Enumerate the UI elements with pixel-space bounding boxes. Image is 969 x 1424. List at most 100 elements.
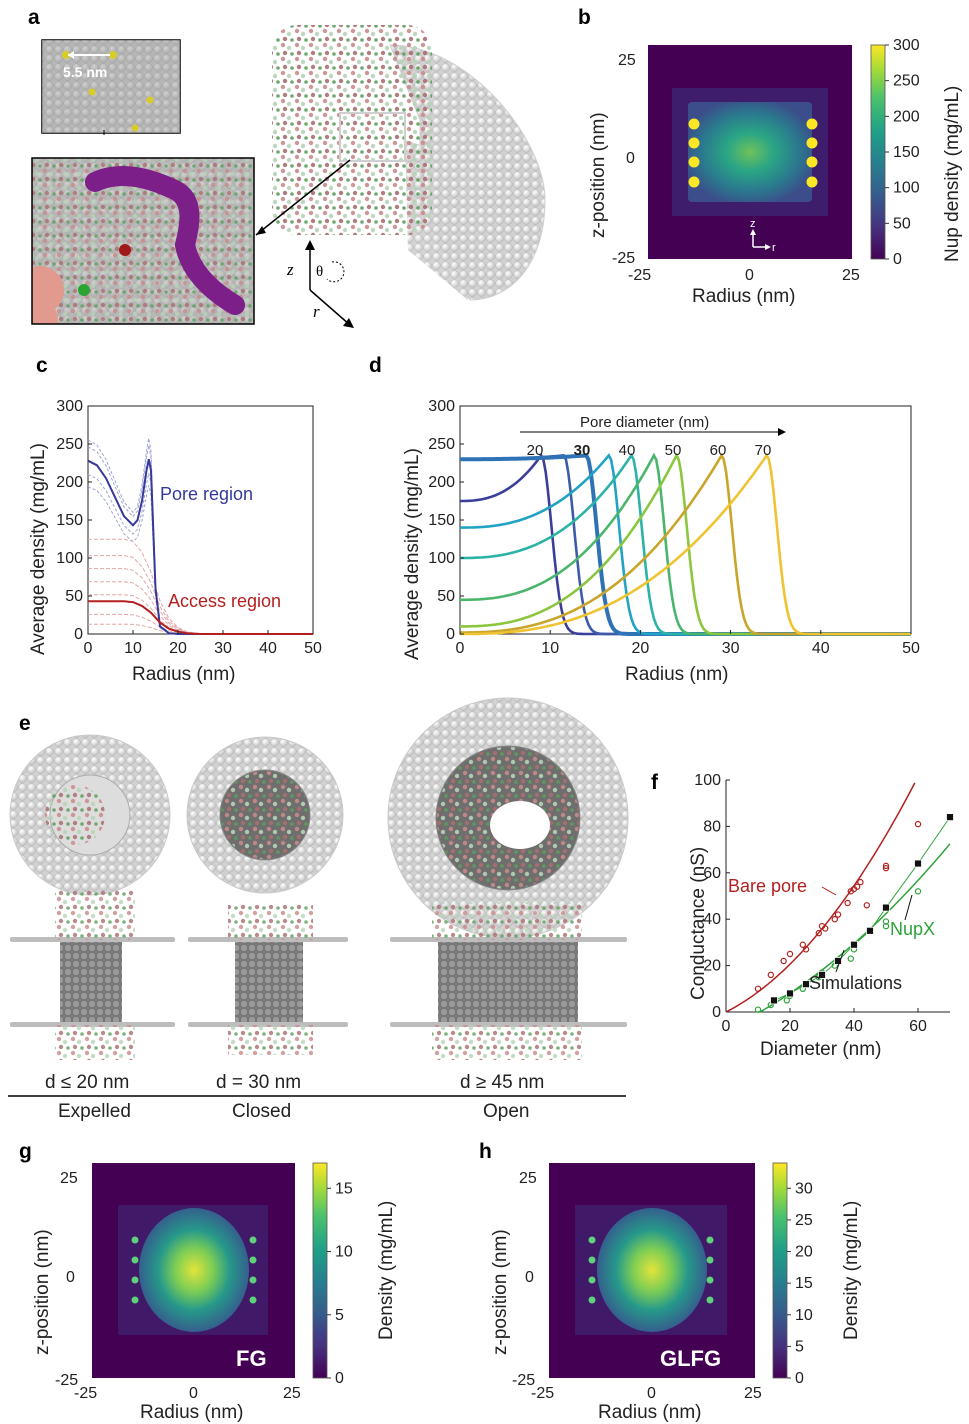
e-condition-open: d ≥ 45 nm [460,1072,544,1093]
heatmap-b-core [688,102,812,202]
access-region-bundle-line [88,594,313,635]
d-diameter-label: 50 [665,442,682,459]
access-region-bundle-line [88,623,313,635]
g-ytick-bottom: -25 [55,1372,78,1389]
ytick-label: 100 [694,772,721,789]
xtick-label: 50 [902,640,920,657]
xtick-label: 50 [304,640,322,657]
h-ytick-top: 25 [519,1170,537,1187]
hotspot [249,1276,257,1284]
f-point-simulations [866,926,874,935]
b-ytick-bottom: -25 [612,250,635,267]
heatmap-h-hotspots [588,1236,714,1304]
xtick-label: 0 [722,1018,731,1035]
b-ytick-mid: 0 [626,150,635,167]
d-xlabel: Radius (nm) [625,664,728,685]
ytick-label: 200 [428,474,455,491]
colorbar-tick-label: 150 [893,144,920,161]
d-series-70 [460,452,911,636]
g-xtick-right: 25 [283,1385,301,1402]
xtick-label: 20 [169,640,187,657]
f-point-simulations [802,980,810,989]
hotspot [249,1256,257,1264]
xtick-label: 40 [259,640,277,657]
xtick-label: 0 [84,640,93,657]
f-point-nupx [914,888,922,895]
b-colorbar-ticks: 300 250 200 150 100 50 0 [885,37,920,268]
b-colorbar-label: Nup density (mg/mL) [942,86,963,262]
marker-bead [131,124,139,132]
ytick-label: 0 [446,626,455,643]
colorbar-tick-label: 10 [335,1244,353,1261]
d-xticks: 0 10 20 30 40 50 [456,630,920,657]
hotspot [806,176,818,188]
colorbar-tick-label: 30 [795,1180,813,1197]
f-point-simulations [818,970,826,979]
f-ylabel: Conductance (nS) [688,847,709,1000]
d-diameter-label: 20 [527,442,544,459]
g-inset-label: FG [236,1346,267,1371]
c-xticks: 0 10 20 30 40 50 [84,630,322,657]
g-xtick-mid: 0 [189,1385,198,1402]
f-point-bare-pore [857,878,864,886]
f-point-bare-pore [802,946,810,953]
axis-r-arrow [309,289,351,326]
e-state-open: Open [483,1101,529,1122]
colorbar-tick-label: 5 [335,1307,344,1324]
xtick-label: 60 [909,1018,927,1035]
d-yticks: 300 250 200 150 100 50 0 [428,398,464,643]
g-xlabel: Radius (nm) [140,1402,243,1423]
f-point-bare-pore [854,883,861,890]
ytick-label: 60 [703,865,721,882]
hotspot [706,1296,714,1304]
c-series-access-region [88,600,313,635]
heatmap-b-hotspots [688,118,818,188]
f-yticks: 100 80 60 40 20 0 [694,772,730,1021]
ytick-label: 300 [56,398,83,415]
f-point-simulations [770,996,778,1005]
xtick-label: 0 [456,640,465,657]
ytick-label: 300 [428,398,455,415]
zoom-box [339,112,406,162]
ytick-label: 50 [65,588,83,605]
hotspot [706,1276,714,1284]
hotspot [588,1256,596,1264]
d-diameter-label: 40 [619,442,636,459]
g-ytick-mid: 0 [66,1269,75,1286]
marker-bead [109,51,117,59]
b-ytick-top: 25 [618,52,636,69]
f-point-bare-pore [834,911,842,918]
hotspot [806,156,818,168]
e-side-view-expelled [10,890,175,1060]
ytick-label: 80 [703,818,721,835]
f-point-bare-pore [754,985,762,993]
e-condition-expelled: d ≤ 20 nm [45,1072,129,1093]
hotspot [249,1296,257,1304]
e-condition-closed: d = 30 nm [216,1072,301,1093]
axis-z-label: z [286,260,294,279]
f-point-simulations [834,957,842,965]
ytick-label: 250 [428,436,455,453]
f-point-simulations [914,859,922,868]
xtick-label: 20 [632,640,650,657]
g-ytick-top: 25 [60,1170,78,1187]
scale-bar-label: 5.5 nm [63,64,107,80]
panel-label-e: e [19,712,31,735]
b-xtick-right: 25 [842,267,860,284]
panel-h: h GLFG 25 0 -25 -25 0 25 Radius (nm) z-p… [479,1140,862,1423]
hotspot [131,1296,139,1304]
f-point-nupx [882,918,890,925]
colorbar-tick-label: 5 [795,1338,804,1355]
d-series-35 [460,453,911,636]
colorbar-tick-label: 15 [795,1275,813,1292]
colorbar-tick-label: 25 [795,1212,813,1229]
ytick-label: 20 [703,958,721,975]
ytick-label: 150 [56,512,83,529]
f-label-nupx: NupX [890,919,935,939]
f-xticks: 0 20 40 60 [722,1008,927,1035]
f-point-bare-pore [882,864,890,872]
f-point-nupx [754,1006,762,1013]
heatmap-h-core [597,1208,707,1332]
h-ytick-mid: 0 [525,1269,534,1286]
